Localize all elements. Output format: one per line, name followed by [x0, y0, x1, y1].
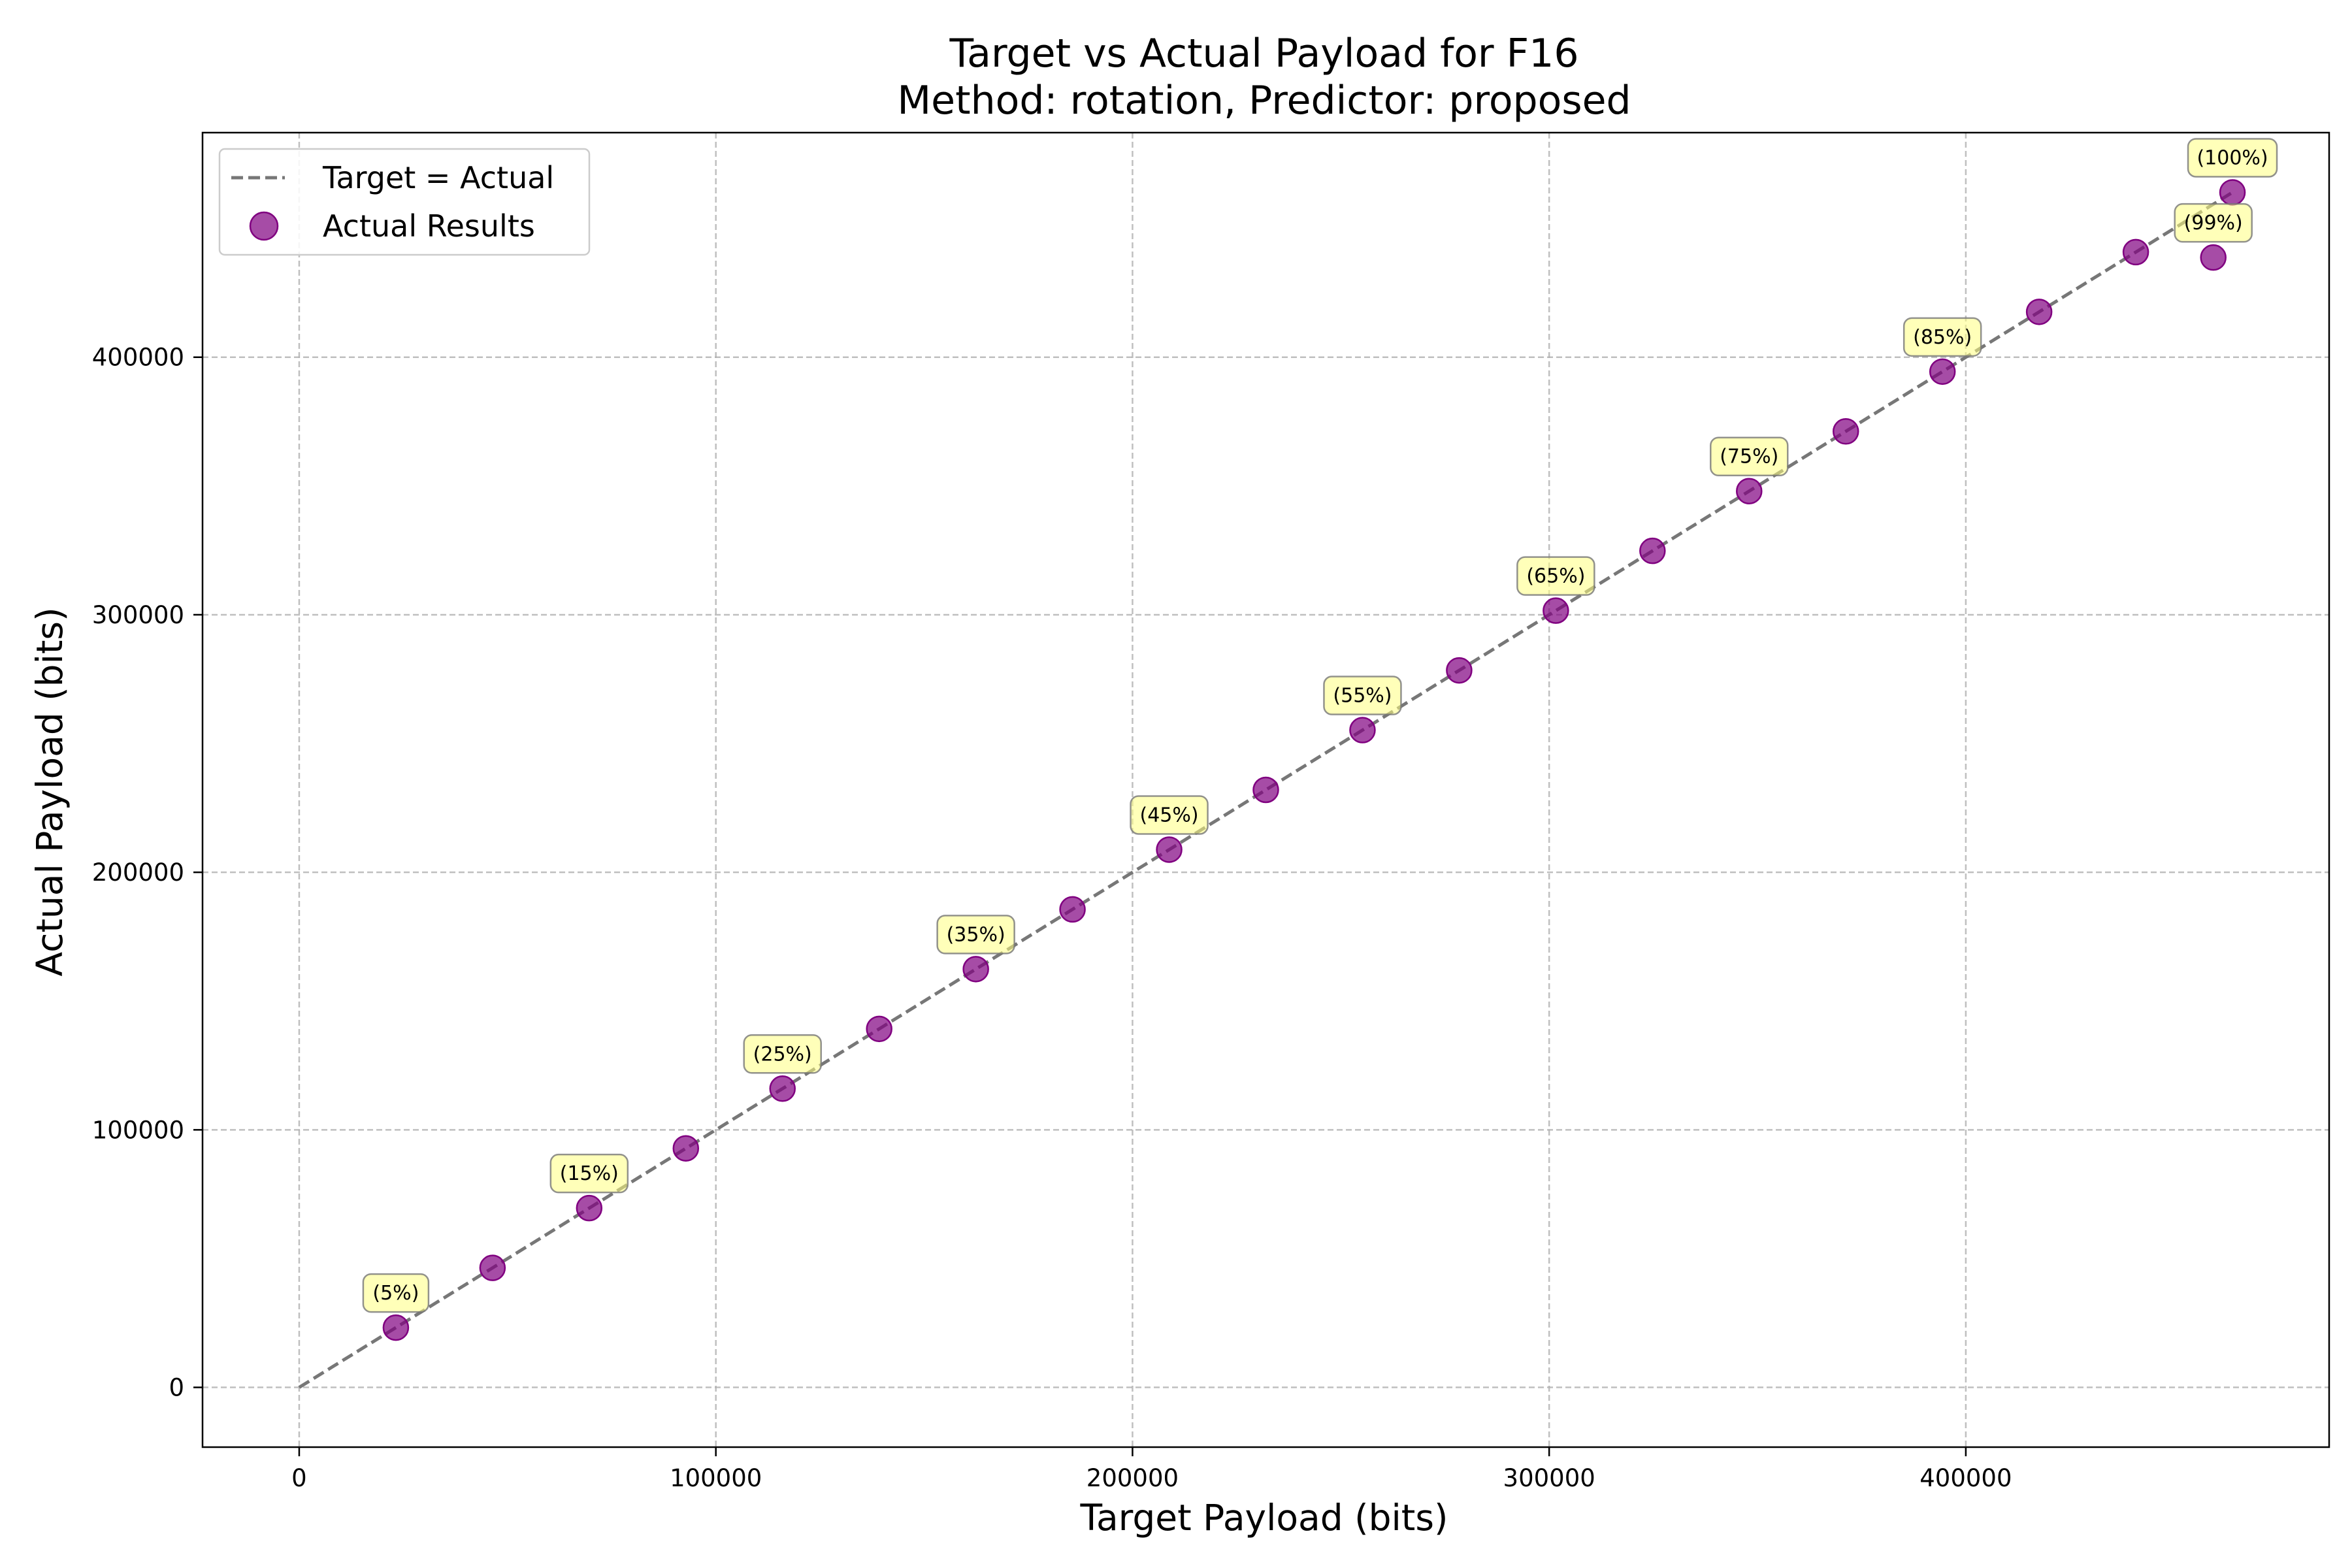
- x-tick-label: 300000: [1503, 1464, 1595, 1492]
- annotation-box: [2187, 138, 2278, 178]
- point-annotation: (55%): [1333, 685, 1392, 708]
- x-tick-label: 400000: [1919, 1464, 2012, 1492]
- point-annotation: (35%): [947, 923, 1005, 946]
- y-tick-label: 200000: [92, 858, 184, 887]
- legend-label-series: Actual Results: [323, 208, 535, 244]
- data-point: [1832, 418, 1859, 445]
- data-point: [1156, 836, 1183, 863]
- legend-marker-swatch: [249, 211, 279, 241]
- data-point: [962, 956, 989, 983]
- data-point: [1252, 776, 1279, 804]
- data-point: [2200, 244, 2227, 271]
- point-annotation: (85%): [1913, 326, 1972, 349]
- point-annotation: (5%): [372, 1282, 419, 1305]
- annotation-box: [1516, 556, 1595, 596]
- annotation-box: [1130, 795, 1209, 835]
- annotation-box: [743, 1034, 822, 1074]
- legend-label-reference: Target = Actual: [322, 160, 554, 195]
- annotation-box: [1903, 317, 1982, 357]
- point-annotation: (25%): [753, 1043, 812, 1066]
- x-tick-label: 0: [291, 1464, 307, 1492]
- y-axis-label: Actual Payload (bits): [29, 607, 71, 976]
- annotation-box: [1710, 436, 1789, 476]
- data-point: [672, 1135, 700, 1162]
- data-point: [1639, 537, 1666, 564]
- point-annotation: (15%): [560, 1162, 619, 1185]
- point-annotation: (99%): [2184, 212, 2243, 235]
- point-annotation: (45%): [1139, 804, 1198, 826]
- data-point: [1059, 896, 1086, 923]
- annotation-box: [936, 915, 1015, 955]
- x-tick-label: 200000: [1086, 1464, 1179, 1492]
- data-point: [576, 1194, 603, 1222]
- data-point: [382, 1314, 410, 1341]
- plot-area: (5%) (15%) (25%) (35%) (45%) (55%) (65%) (75%) (…: [92, 131, 2330, 1492]
- data-point: [1349, 717, 1376, 743]
- data-point: [769, 1075, 796, 1102]
- data-point: [2122, 238, 2149, 266]
- annotation-box: [2174, 203, 2253, 243]
- point-annotation: (100%): [2197, 146, 2268, 169]
- data-point: [866, 1015, 892, 1043]
- data-point: [1736, 478, 1763, 504]
- annotation-box: [549, 1153, 629, 1194]
- data-point: [2219, 179, 2246, 206]
- data-point: [2025, 299, 2053, 325]
- data-point: [479, 1254, 506, 1281]
- data-point: [1929, 358, 1956, 385]
- chart-subtitle: Method: rotation, Predictor: proposed: [897, 78, 1631, 123]
- point-annotation: (75%): [1720, 446, 1778, 468]
- y-tick-label: 100000: [92, 1116, 184, 1144]
- annotation-box: [362, 1273, 430, 1313]
- x-axis-label: Target Payload (bits): [1080, 1497, 1448, 1539]
- y-tick-label: 0: [169, 1374, 184, 1402]
- chart-title: Target vs Actual Payload for F16: [949, 31, 1578, 76]
- x-tick-label: 100000: [670, 1464, 762, 1492]
- y-tick-label: 300000: [92, 601, 184, 629]
- annotation-box: [1323, 676, 1402, 715]
- y-tick-label: 400000: [92, 344, 184, 372]
- legend-box: [218, 148, 591, 256]
- data-point: [1446, 657, 1473, 684]
- data-point: [1543, 597, 1569, 624]
- axes-frame: [201, 131, 2330, 1448]
- point-annotation: (65%): [1526, 565, 1585, 588]
